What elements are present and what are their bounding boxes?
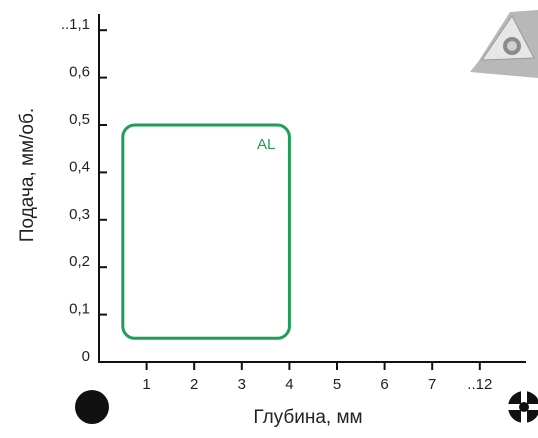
y-tick-label: 0,2 xyxy=(69,253,90,270)
y-tick-label: ..1,1 xyxy=(61,16,90,33)
y-tick-label: 0,3 xyxy=(69,206,90,223)
x-tick-label: 4 xyxy=(285,376,293,393)
y-axis-title: Подача, мм/об. xyxy=(17,108,38,242)
x-tick-label: ..12 xyxy=(467,376,492,393)
region xyxy=(121,123,291,340)
x-tick-label: 3 xyxy=(238,376,246,393)
region-label: AL xyxy=(257,136,275,153)
circle-icon xyxy=(75,390,109,424)
x-tick-label: 2 xyxy=(190,376,198,393)
x-tick-label: 7 xyxy=(428,376,436,393)
y-tick-label: 0,4 xyxy=(69,158,90,175)
x-tick-label: 1 xyxy=(142,376,150,393)
y-tick-label: 0,1 xyxy=(69,301,90,318)
x-axis-title: Глубина, мм xyxy=(253,407,362,428)
x-tick-label: 6 xyxy=(380,376,388,393)
cross-icon xyxy=(506,389,538,425)
y-tick-label: 0 xyxy=(82,348,90,365)
x-tick-label: 5 xyxy=(333,376,341,393)
y-tick-label: 0,6 xyxy=(69,64,90,81)
insert-icon xyxy=(470,10,538,78)
y-tick-label: 0,5 xyxy=(69,111,90,128)
